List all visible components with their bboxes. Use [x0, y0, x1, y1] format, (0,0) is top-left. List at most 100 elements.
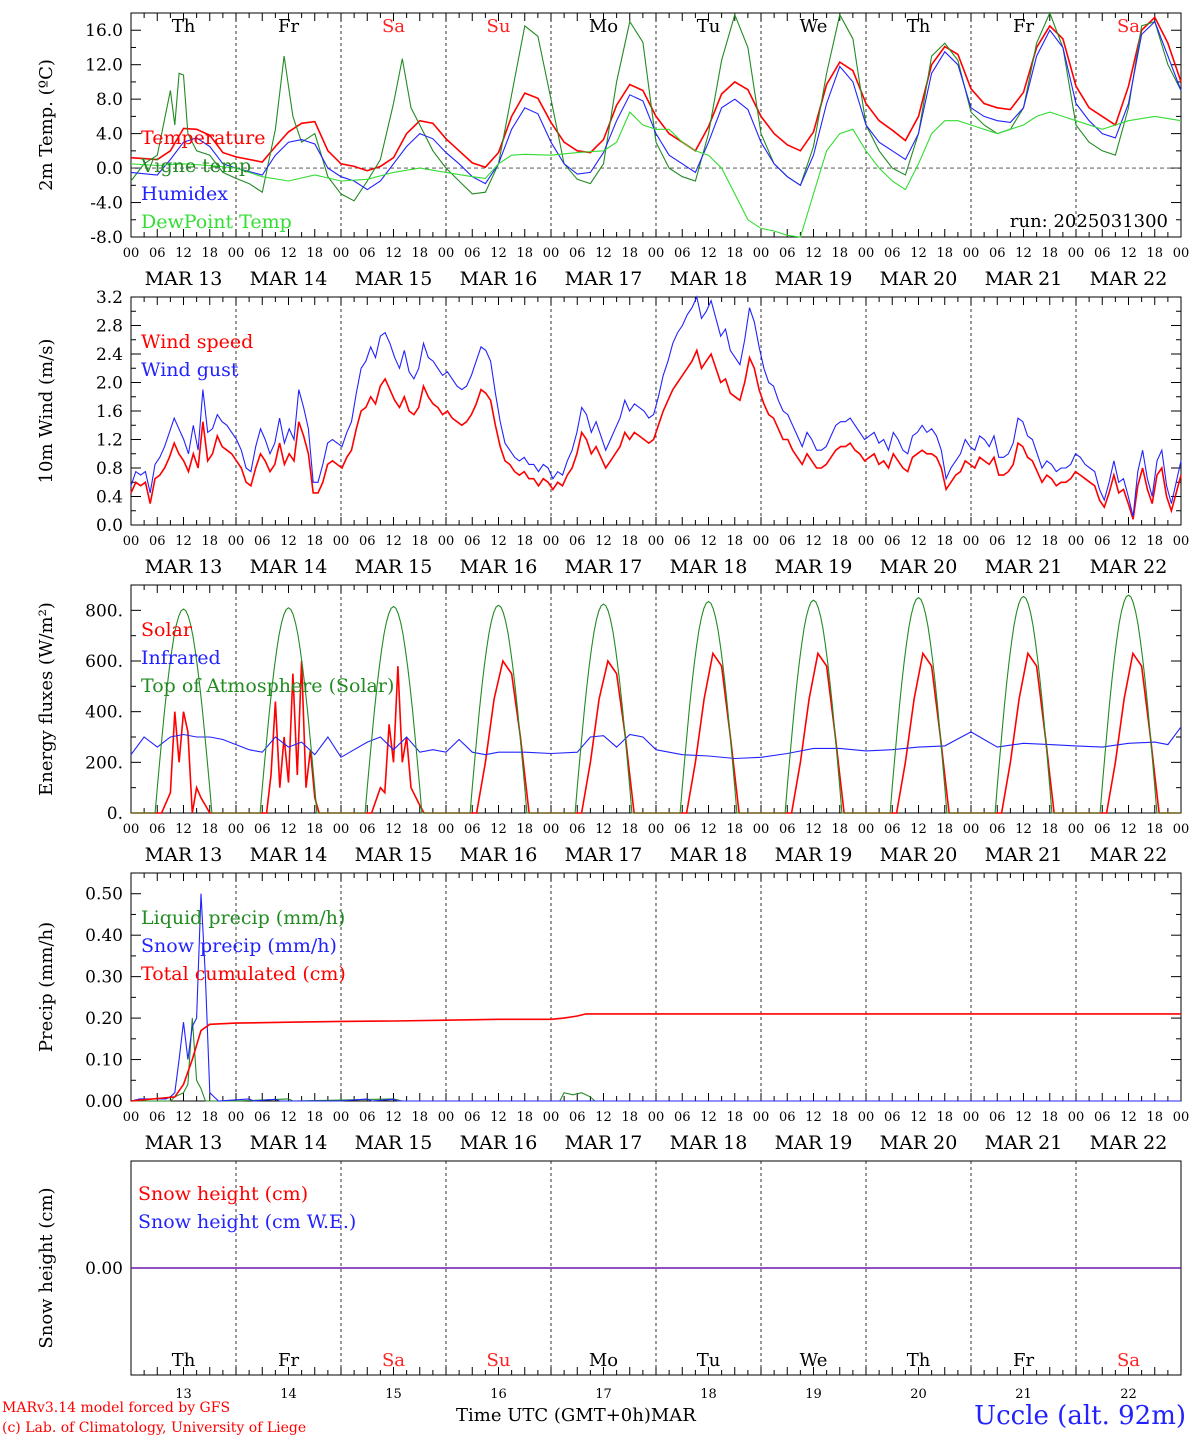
hour-tick-label: 06	[569, 534, 586, 549]
hour-tick-label: 18	[1041, 822, 1058, 837]
date-label: MAR 14	[250, 268, 328, 290]
hour-tick-label: 00	[648, 822, 665, 837]
date-label: MAR 17	[565, 844, 643, 866]
weekday-label: We	[800, 16, 828, 37]
legend-entry: Liquid precip (mm/h)	[141, 907, 345, 929]
hour-tick-label: 06	[464, 534, 481, 549]
date-label: MAR 16	[460, 268, 538, 290]
hour-tick-label: 18	[1146, 1110, 1163, 1125]
hour-tick-label: 12	[280, 1110, 297, 1125]
y-tick-label: 0.40	[85, 926, 123, 946]
meteogram-figure: -8.0 -4.0 0.0 4.0 8.0 12.0 16.0 2m Temp. (ºC) 00…	[36, 11, 1190, 1400]
y-tick-label: 2.8	[96, 317, 123, 337]
hour-tick-label: 00	[1068, 822, 1085, 837]
series-line	[131, 1018, 1181, 1102]
hour-tick-label: 12	[805, 246, 822, 261]
day-number-label: 15	[385, 1387, 402, 1400]
date-label: MAR 14	[250, 1132, 328, 1154]
day-number-label: 13	[175, 1387, 192, 1400]
hour-tick-label: 18	[621, 534, 638, 549]
date-label: MAR 17	[565, 1132, 643, 1154]
hour-tick-label: 00	[1068, 534, 1085, 549]
hour-tick-label: 18	[411, 1110, 428, 1125]
hour-tick-label: 00	[1173, 534, 1190, 549]
hour-tick-label: 12	[595, 246, 612, 261]
y-tick-label: 0.00	[85, 1259, 123, 1279]
hour-tick-label: 00	[543, 534, 560, 549]
hour-tick-label: 12	[1015, 1110, 1032, 1125]
date-label: MAR 15	[355, 844, 433, 866]
hour-tick-label: 18	[726, 534, 743, 549]
legend-entry: Top of Atmosphere (Solar)	[141, 675, 394, 697]
y-tick-label: 0.4	[96, 488, 123, 508]
date-label: MAR 21	[985, 556, 1063, 578]
series-line	[130, 726, 1182, 760]
weekday-label: Fr	[1013, 16, 1034, 37]
legend-entry: Wind gust	[141, 359, 239, 381]
hour-tick-label: 06	[359, 1110, 376, 1125]
day-number-label: 22	[1120, 1387, 1137, 1400]
hour-tick-label: 18	[1041, 534, 1058, 549]
hour-tick-label: 06	[674, 1110, 691, 1125]
hour-tick-label: 18	[831, 246, 848, 261]
hour-tick-label: 18	[936, 1110, 953, 1125]
hour-tick-label: 12	[805, 1110, 822, 1125]
hour-tick-label: 06	[1094, 246, 1111, 261]
date-label: MAR 20	[880, 1132, 958, 1154]
hour-tick-label: 12	[595, 822, 612, 837]
hour-tick-label: 00	[123, 534, 140, 549]
hour-tick-label: 00	[543, 246, 560, 261]
hour-tick-label: 06	[464, 246, 481, 261]
date-label: MAR 18	[670, 556, 748, 578]
weekday-label: Th	[907, 1350, 931, 1371]
weekday-label: Sa	[1117, 1350, 1140, 1371]
hour-tick-label: 00	[753, 246, 770, 261]
legend-entry: DewPoint Temp	[141, 211, 292, 233]
y-tick-label: 1.2	[96, 431, 123, 451]
date-label: MAR 19	[775, 844, 853, 866]
hour-tick-label: 12	[910, 1110, 927, 1125]
series-line	[130, 15, 1182, 172]
date-label: MAR 21	[985, 844, 1063, 866]
legend-entry: Vigne temp	[140, 155, 251, 177]
hour-tick-label: 00	[543, 1110, 560, 1125]
hour-tick-label: 18	[936, 822, 953, 837]
hour-tick-label: 06	[779, 534, 796, 549]
hour-tick-label: 06	[1094, 534, 1111, 549]
hour-tick-label: 12	[280, 246, 297, 261]
model-credit: MARv3.14 model forced by GFS	[2, 1400, 231, 1416]
weekday-label: Mo	[589, 1350, 618, 1371]
weekday-label: Sa	[382, 1350, 405, 1371]
hour-tick-label: 00	[858, 1110, 875, 1125]
hour-tick-label: 00	[228, 534, 245, 549]
y-tick-label: 600.	[85, 652, 123, 672]
hour-tick-label: 06	[674, 822, 691, 837]
date-label: MAR 15	[355, 556, 433, 578]
legend-entry: Solar	[141, 619, 193, 641]
hour-tick-label: 00	[858, 822, 875, 837]
legend-entry: Wind speed	[141, 331, 253, 353]
hour-tick-label: 18	[726, 822, 743, 837]
hour-tick-label: 00	[1173, 1110, 1190, 1125]
date-label: MAR 20	[880, 844, 958, 866]
hour-tick-label: 12	[385, 1110, 402, 1125]
hour-tick-label: 06	[254, 822, 271, 837]
hour-tick-label: 00	[543, 822, 560, 837]
hour-tick-label: 18	[516, 1110, 533, 1125]
y-axis-label: 10m Wind (m/s)	[36, 339, 57, 484]
date-label: MAR 14	[250, 556, 328, 578]
hour-tick-label: 12	[1120, 534, 1137, 549]
y-tick-label: 0.50	[85, 885, 123, 905]
hour-tick-label: 12	[700, 534, 717, 549]
hour-tick-label: 00	[753, 1110, 770, 1125]
hour-tick-label: 18	[516, 246, 533, 261]
hour-tick-label: 12	[910, 822, 927, 837]
hour-tick-label: 00	[123, 1110, 140, 1125]
hour-tick-label: 12	[385, 246, 402, 261]
series-line	[130, 893, 1181, 1102]
hour-tick-label: 00	[438, 1110, 455, 1125]
hour-tick-label: 12	[490, 1110, 507, 1125]
hour-tick-label: 18	[306, 822, 323, 837]
date-label: MAR 13	[145, 556, 223, 578]
weekday-label: Fr	[278, 1350, 299, 1371]
